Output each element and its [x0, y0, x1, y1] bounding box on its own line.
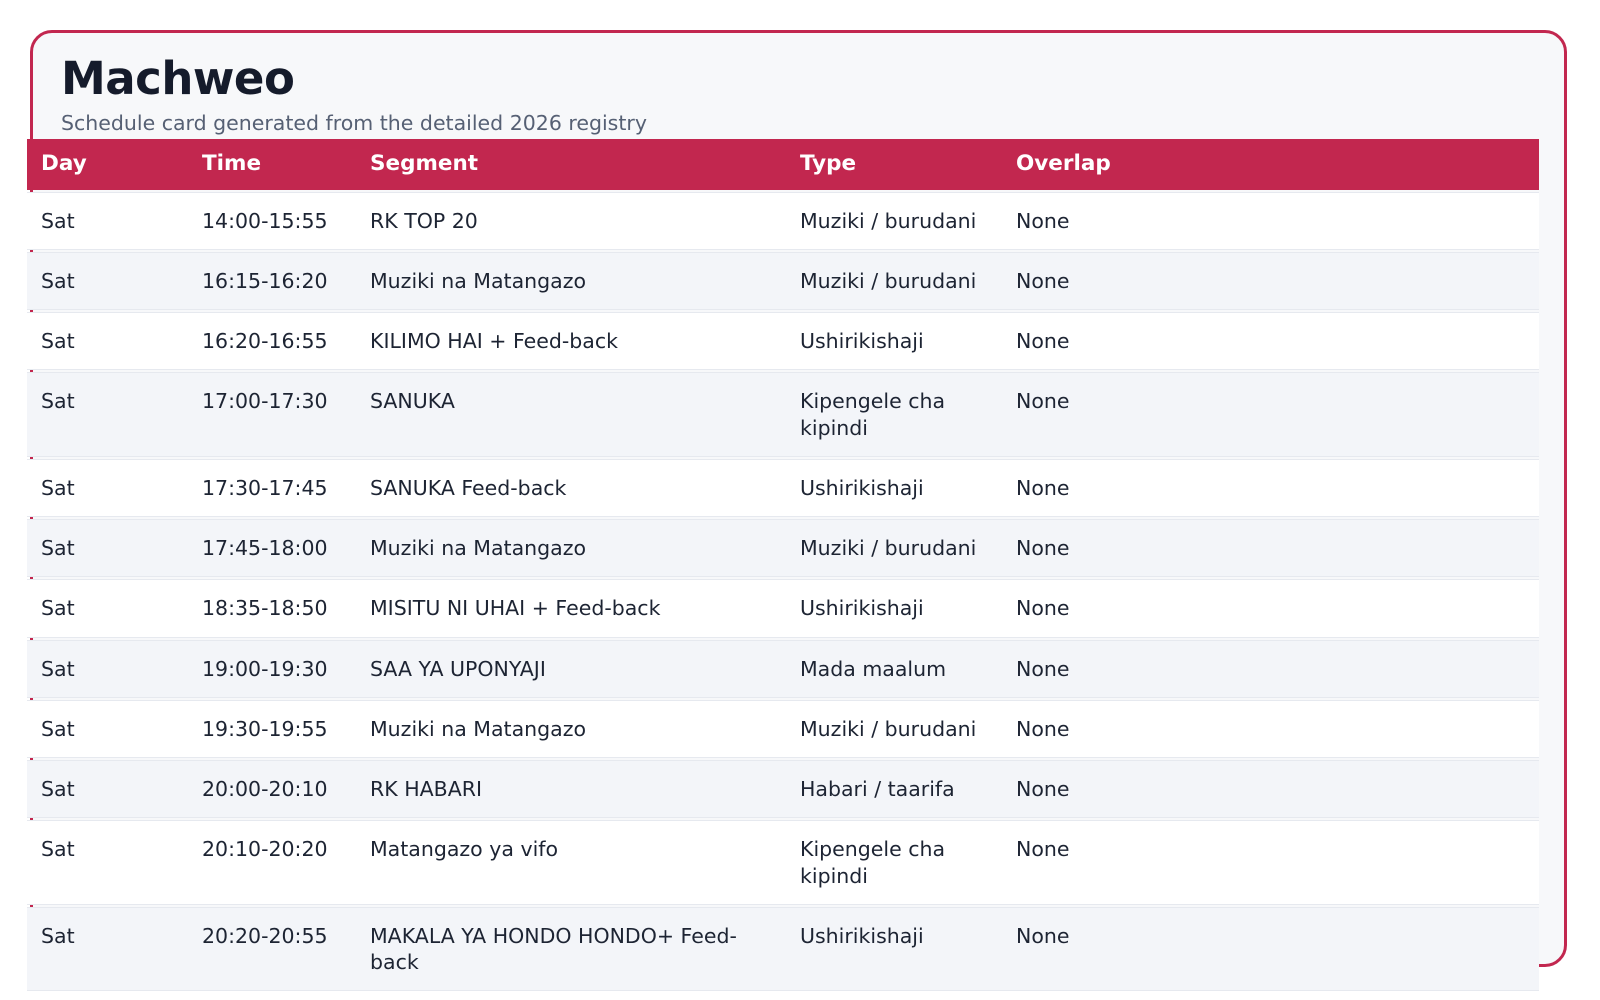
table-header: Day Time Segment Type Overlap: [27, 139, 1539, 190]
table-row[interactable]: Sat 16:15-16:20 Muziki na Matangazo Muziki …: [27, 251, 1539, 311]
cell-day: Sat: [27, 699, 202, 759]
cell-day: Sat: [27, 372, 202, 457]
cell-time: 18:35-18:50: [202, 579, 370, 638]
cell-time: 17:00-17:30: [202, 372, 370, 457]
cell-day: Sat: [27, 312, 202, 371]
cell-day: Sat: [27, 906, 202, 992]
cell-segment: SANUKA: [370, 372, 800, 457]
table-row[interactable]: Sat 20:20-20:55 MAKALA YA HONDO HONDO+ Fee…: [27, 906, 1539, 992]
cell-day: Sat: [27, 191, 202, 250]
cell-overlap: None: [1016, 579, 1539, 638]
table-row[interactable]: Sat 14:00-15:55 RK TOP 20 Muziki / burudani…: [27, 191, 1539, 250]
cell-segment: KILIMO HAI + Feed-back: [370, 312, 800, 371]
cell-type: Ushirikishaji: [800, 458, 1016, 518]
cell-day: Sat: [27, 639, 202, 698]
cell-overlap: None: [1016, 519, 1539, 578]
cell-overlap: None: [1016, 820, 1539, 905]
cell-segment: Muziki na Matangazo: [370, 699, 800, 759]
cell-time: 14:00-15:55: [202, 191, 370, 250]
cell-type: Ushirikishaji: [800, 579, 1016, 638]
schedule-table: Day Time Segment Type Overlap Sat 14:00-1…: [27, 137, 1539, 993]
cell-day: Sat: [27, 579, 202, 638]
cell-type: Kipengele cha kipindi: [800, 372, 1016, 457]
cell-overlap: None: [1016, 760, 1539, 819]
cell-segment: MAKALA YA HONDO HONDO+ Feed-back: [370, 906, 800, 992]
cell-type: Muziki / burudani: [800, 699, 1016, 759]
cell-type: Muziki / burudani: [800, 251, 1016, 311]
schedule-table-wrapper: Day Time Segment Type Overlap Sat 14:00-1…: [27, 137, 1539, 993]
cell-overlap: None: [1016, 458, 1539, 518]
cell-type: Habari / taarifa: [800, 760, 1016, 819]
table-header-row: Day Time Segment Type Overlap: [27, 139, 1539, 190]
cell-type: Kipengele cha kipindi: [800, 820, 1016, 905]
card-subtitle: Schedule card generated from the detaile…: [61, 111, 647, 136]
table-row[interactable]: Sat 17:00-17:30 SANUKA Kipengele cha kipind…: [27, 372, 1539, 457]
cell-time: 20:00-20:10: [202, 760, 370, 819]
cell-overlap: None: [1016, 191, 1539, 250]
column-header-segment[interactable]: Segment: [370, 139, 800, 190]
table-row[interactable]: Sat 19:00-19:30 SAA YA UPONYAJI Mada maalum…: [27, 639, 1539, 698]
cell-overlap: None: [1016, 639, 1539, 698]
column-header-time[interactable]: Time: [202, 139, 370, 190]
cell-type: Muziki / burudani: [800, 519, 1016, 578]
cell-time: 16:20-16:55: [202, 312, 370, 371]
cell-time: 17:45-18:00: [202, 519, 370, 578]
table-row[interactable]: Sat 20:00-20:10 RK HABARI Habari / taarifa N…: [27, 760, 1539, 819]
cell-time: 20:20-20:55: [202, 906, 370, 992]
card-header: Machweo Schedule card generated from the…: [33, 33, 1564, 136]
page-title: Machweo: [61, 52, 295, 105]
cell-segment: SANUKA Feed-back: [370, 458, 800, 518]
cell-time: 16:15-16:20: [202, 251, 370, 311]
cell-time: 19:00-19:30: [202, 639, 370, 698]
cell-overlap: None: [1016, 372, 1539, 457]
column-header-type[interactable]: Type: [800, 139, 1016, 190]
cell-segment: RK TOP 20: [370, 191, 800, 250]
cell-segment: MISITU NI UHAI + Feed-back: [370, 579, 800, 638]
table-row[interactable]: Sat 19:30-19:55 Muziki na Matangazo Muziki …: [27, 699, 1539, 759]
table-row[interactable]: Sat 17:30-17:45 SANUKA Feed-back Ushirikish…: [27, 458, 1539, 518]
cell-day: Sat: [27, 820, 202, 905]
table-row[interactable]: Sat 20:10-20:20 Matangazo ya vifo Kipengele…: [27, 820, 1539, 905]
cell-segment: RK HABARI: [370, 760, 800, 819]
cell-time: 19:30-19:55: [202, 699, 370, 759]
cell-type: Ushirikishaji: [800, 906, 1016, 992]
table-row[interactable]: Sat 16:20-16:55 KILIMO HAI + Feed-back Ushi…: [27, 312, 1539, 371]
cell-segment: Muziki na Matangazo: [370, 251, 800, 311]
column-header-day[interactable]: Day: [27, 139, 202, 190]
cell-overlap: None: [1016, 251, 1539, 311]
cell-overlap: None: [1016, 699, 1539, 759]
table-body: Sat 14:00-15:55 RK TOP 20 Muziki / burudani…: [27, 191, 1539, 992]
cell-day: Sat: [27, 458, 202, 518]
column-header-overlap[interactable]: Overlap: [1016, 139, 1539, 190]
cell-day: Sat: [27, 760, 202, 819]
cell-type: Muziki / burudani: [800, 191, 1016, 250]
cell-type: Ushirikishaji: [800, 312, 1016, 371]
cell-segment: Muziki na Matangazo: [370, 519, 800, 578]
cell-overlap: None: [1016, 906, 1539, 992]
cell-overlap: None: [1016, 312, 1539, 371]
table-row[interactable]: Sat 17:45-18:00 Muziki na Matangazo Muziki …: [27, 519, 1539, 578]
cell-time: 17:30-17:45: [202, 458, 370, 518]
table-row[interactable]: Sat 18:35-18:50 MISITU NI UHAI + Feed-back…: [27, 579, 1539, 638]
cell-segment: SAA YA UPONYAJI: [370, 639, 800, 698]
cell-type: Mada maalum: [800, 639, 1016, 698]
cell-time: 20:10-20:20: [202, 820, 370, 905]
cell-day: Sat: [27, 519, 202, 578]
cell-day: Sat: [27, 251, 202, 311]
cell-segment: Matangazo ya vifo: [370, 820, 800, 905]
